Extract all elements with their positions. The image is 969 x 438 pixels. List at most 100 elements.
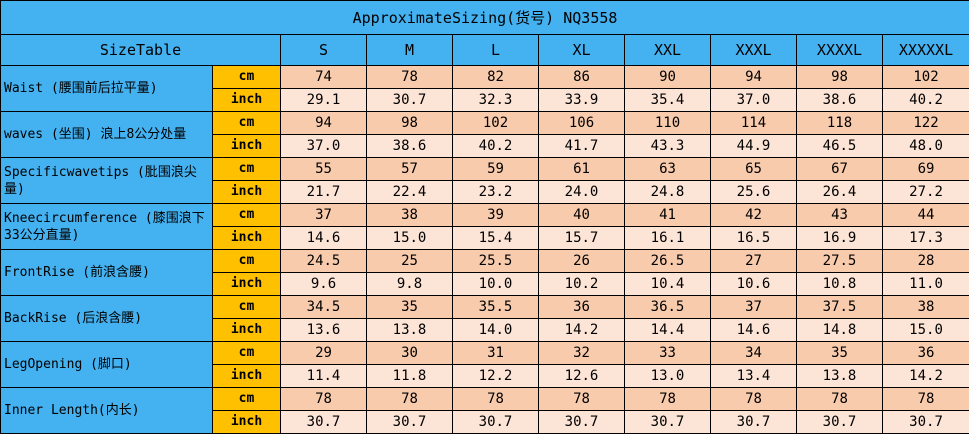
cm-value: 78 xyxy=(366,65,453,89)
cm-value: 38 xyxy=(366,203,453,227)
inch-value: 11.0 xyxy=(881,272,969,296)
cm-value: 25.5 xyxy=(452,249,539,273)
inch-value: 16.5 xyxy=(710,226,797,250)
inch-value: 16.9 xyxy=(796,226,883,250)
measurement-row-inch: inch 11.4 11.8 12.2 12.6 13.0 13.4 13.8 14.2 xyxy=(1,364,969,388)
cm-value: 69 xyxy=(881,157,969,181)
cm-value: 35 xyxy=(796,341,883,365)
inch-value: 23.2 xyxy=(452,180,539,204)
cm-value: 82 xyxy=(452,65,539,89)
measurement-row-cm: Kneecircumference (膝围浪下33公分直量) cm 37 38 39 40… xyxy=(0,203,969,250)
cm-value: 118 xyxy=(796,111,883,135)
cm-value: 41 xyxy=(624,203,711,227)
measurement-row-inch: inch 30.7 30.7 30.7 30.7 30.7 30.7 30.7 30.7 xyxy=(1,410,969,434)
unit-inch: inch xyxy=(212,226,281,250)
inch-value: 22.4 xyxy=(366,180,453,204)
size-table-label: SizeTable xyxy=(0,34,281,66)
inch-value: 40.2 xyxy=(452,134,539,158)
inch-value: 43.3 xyxy=(624,134,711,158)
cm-value: 24.5 xyxy=(280,249,367,273)
measurement-row-cm: LegOpening (脚口) cm 29 30 31 32 33 34 35 36 xyxy=(0,341,969,388)
cm-value: 78 xyxy=(710,387,797,411)
measurement-row-inch: inch 37.0 38.6 40.2 41.7 43.3 44.9 46.5 48.0 xyxy=(1,134,969,158)
measurement-label: waves (坐围) 浪上8公分处量 xyxy=(0,111,213,158)
cm-value: 98 xyxy=(796,65,883,89)
cm-value: 78 xyxy=(366,387,453,411)
cm-value: 59 xyxy=(452,157,539,181)
inch-value: 13.8 xyxy=(366,318,453,342)
cm-value: 102 xyxy=(881,65,969,89)
measurement-label: LegOpening (脚口) xyxy=(0,341,213,388)
cm-value: 74 xyxy=(280,65,367,89)
inch-value: 30.7 xyxy=(796,410,883,434)
cm-value: 36.5 xyxy=(624,295,711,319)
unit-inch: inch xyxy=(212,318,281,342)
cm-value: 90 xyxy=(624,65,711,89)
unit-inch: inch xyxy=(212,134,281,158)
inch-value: 33.9 xyxy=(538,88,625,112)
title-row: ApproximateSizing(货号) NQ3558 xyxy=(0,0,969,35)
inch-value: 11.8 xyxy=(366,364,453,388)
cm-value: 40 xyxy=(538,203,625,227)
cm-value: 36 xyxy=(881,341,969,365)
unit-cm: cm xyxy=(212,295,281,319)
cm-value: 78 xyxy=(881,387,969,411)
cm-value: 35.5 xyxy=(452,295,539,319)
unit-cm: cm xyxy=(212,387,281,411)
inch-value: 46.5 xyxy=(796,134,883,158)
measurement-row-cm: BackRise (后浪含腰) cm 34.5 35 35.5 36 36.5 37 37.5 3… xyxy=(0,295,969,342)
inch-value: 13.6 xyxy=(280,318,367,342)
cm-value: 35 xyxy=(366,295,453,319)
cm-value: 43 xyxy=(796,203,883,227)
cm-value: 33 xyxy=(624,341,711,365)
inch-value: 30.7 xyxy=(366,410,453,434)
inch-value: 13.4 xyxy=(710,364,797,388)
inch-value: 48.0 xyxy=(881,134,969,158)
measurement-row-cm: Inner Length(内长) cm 78 78 78 78 78 78 78 78 xyxy=(0,387,969,434)
cm-value: 30 xyxy=(366,341,453,365)
inch-value: 38.6 xyxy=(366,134,453,158)
inch-value: 30.7 xyxy=(452,410,539,434)
cm-value: 29 xyxy=(280,341,367,365)
cm-value: 102 xyxy=(452,111,539,135)
cm-value: 37 xyxy=(710,295,797,319)
inch-value: 11.4 xyxy=(280,364,367,388)
inch-value: 10.0 xyxy=(452,272,539,296)
cm-value: 94 xyxy=(280,111,367,135)
inch-value: 10.8 xyxy=(796,272,883,296)
inch-value: 35.4 xyxy=(624,88,711,112)
inch-value: 37.0 xyxy=(280,134,367,158)
measurement-label: BackRise (后浪含腰) xyxy=(0,295,213,342)
inch-value: 32.3 xyxy=(452,88,539,112)
cm-value: 26.5 xyxy=(624,249,711,273)
cm-value: 98 xyxy=(366,111,453,135)
cm-value: 106 xyxy=(538,111,625,135)
size-header: XL xyxy=(538,34,625,66)
cm-value: 94 xyxy=(710,65,797,89)
cm-value: 27.5 xyxy=(796,249,883,273)
measurement-row-cm: Waist (腰围前后拉平量) cm 74 78 82 86 90 94 98 102 xyxy=(0,65,969,112)
inch-value: 38.6 xyxy=(796,88,883,112)
cm-value: 78 xyxy=(624,387,711,411)
inch-value: 14.8 xyxy=(796,318,883,342)
size-header: S xyxy=(280,34,367,66)
inch-value: 24.8 xyxy=(624,180,711,204)
inch-value: 13.8 xyxy=(796,364,883,388)
measurement-row-inch: inch 9.6 9.8 10.0 10.2 10.4 10.6 10.8 11.0 xyxy=(1,272,969,296)
unit-inch: inch xyxy=(212,88,281,112)
cm-value: 27 xyxy=(710,249,797,273)
unit-cm: cm xyxy=(212,249,281,273)
cm-value: 122 xyxy=(881,111,969,135)
cm-value: 36 xyxy=(538,295,625,319)
inch-value: 15.7 xyxy=(538,226,625,250)
cm-value: 78 xyxy=(796,387,883,411)
cm-value: 61 xyxy=(538,157,625,181)
inch-value: 12.2 xyxy=(452,364,539,388)
header-row: SizeTable S M L XL XXL XXXL XXXXL XXXXXL xyxy=(0,34,969,66)
unit-cm: cm xyxy=(212,341,281,365)
cm-value: 86 xyxy=(538,65,625,89)
inch-value: 40.2 xyxy=(881,88,969,112)
cm-value: 78 xyxy=(280,387,367,411)
